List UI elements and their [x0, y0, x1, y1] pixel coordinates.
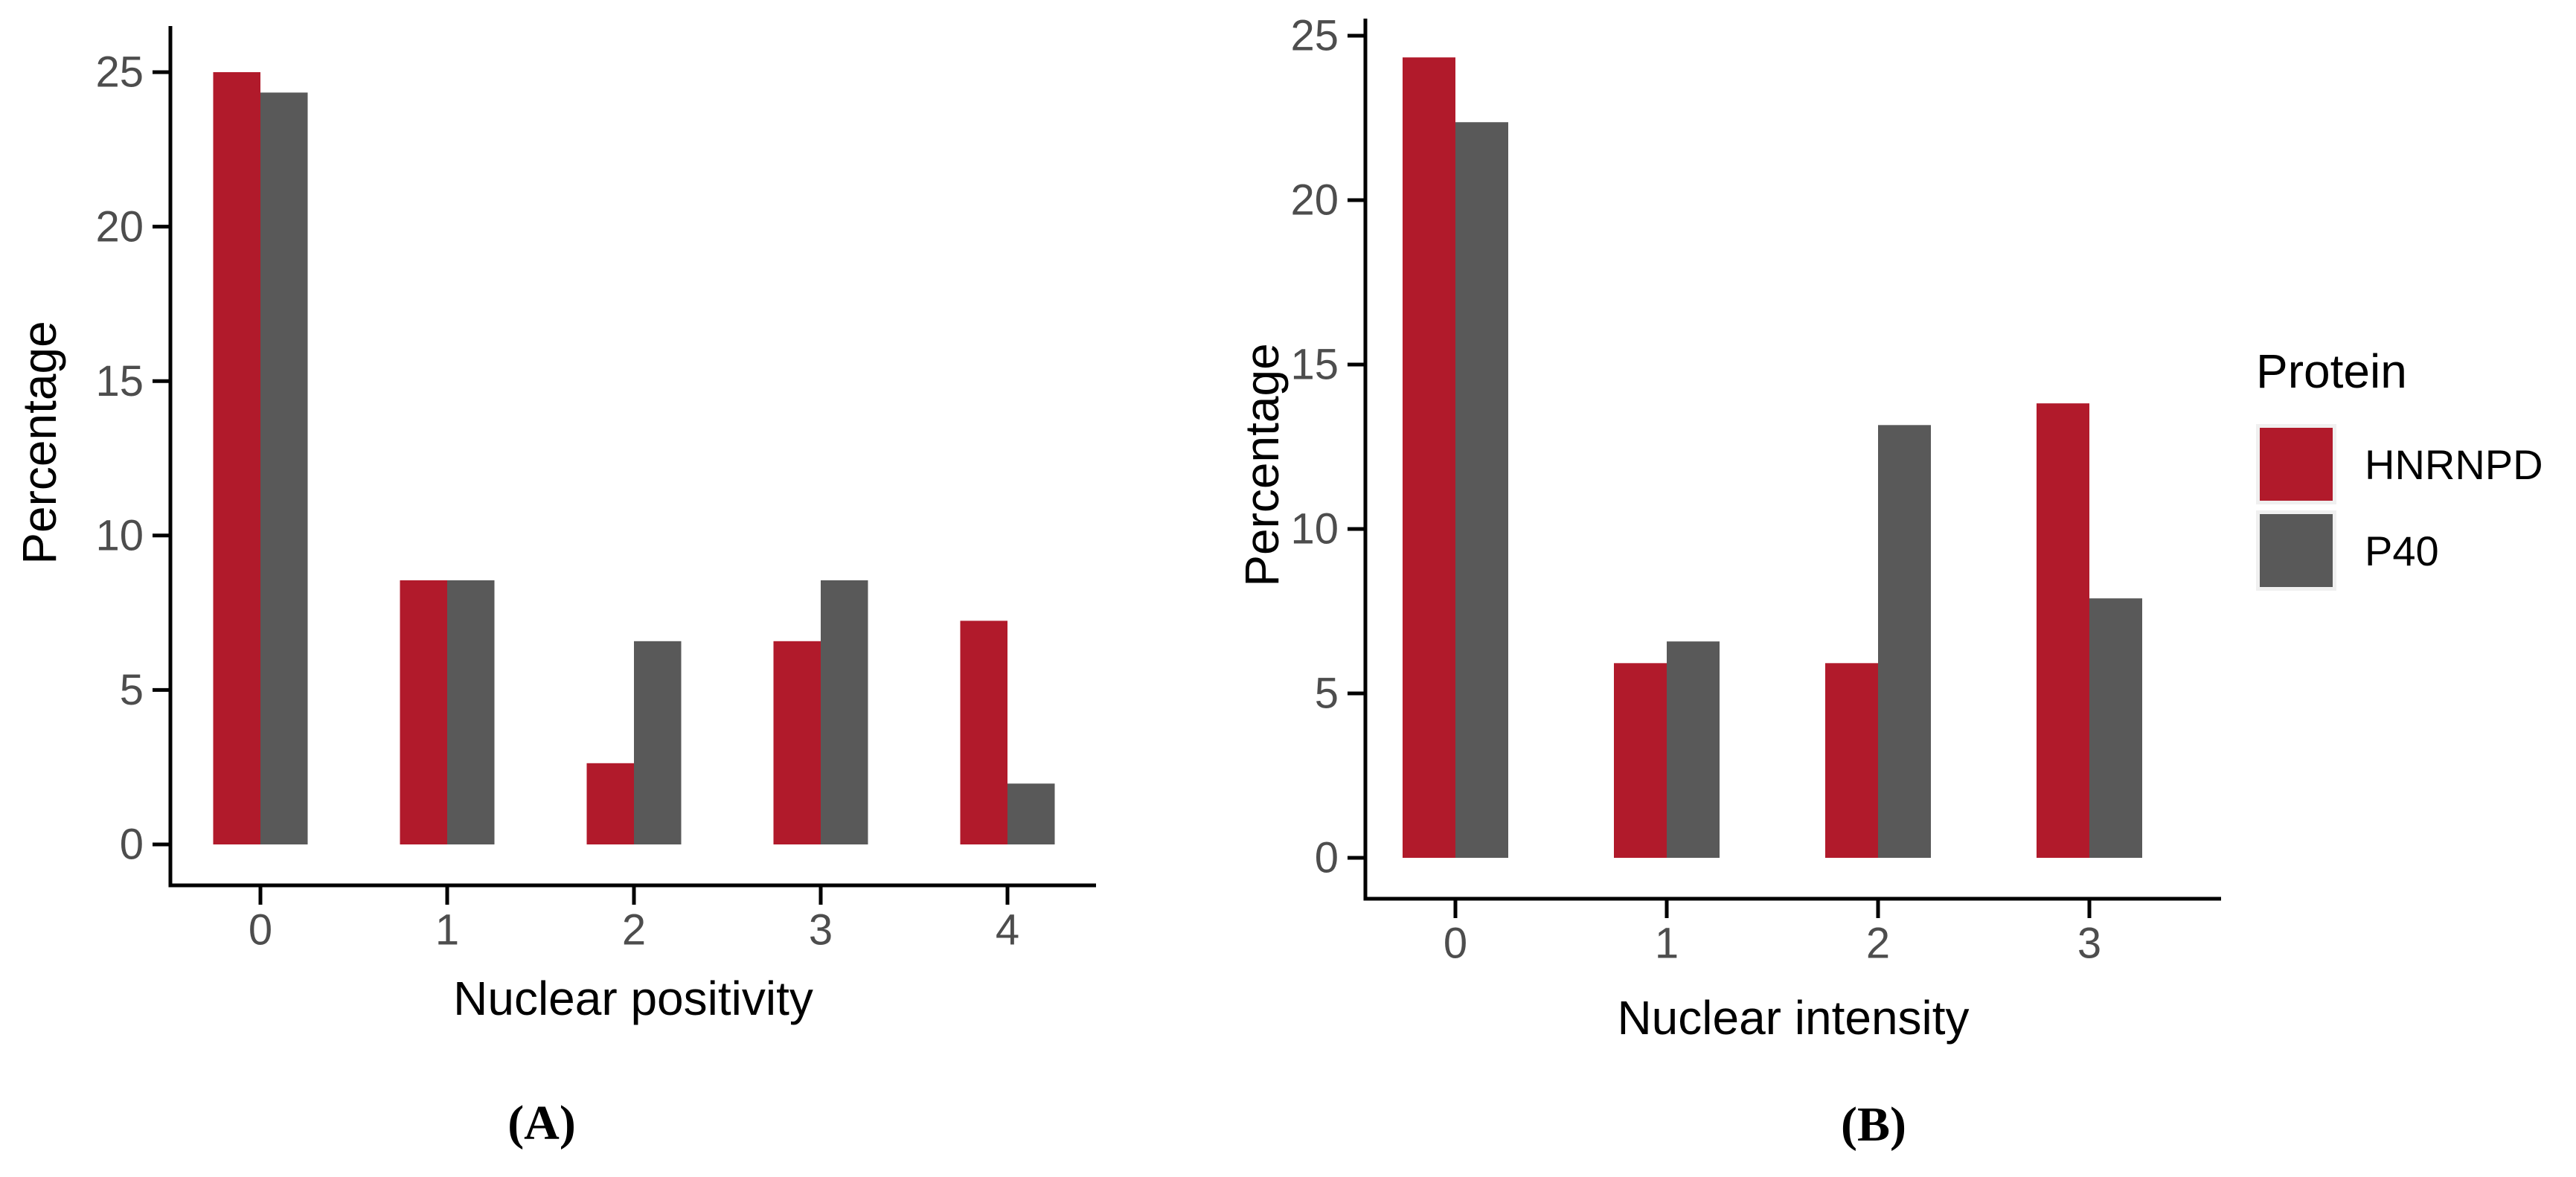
bar-hnrnpd-1	[400, 580, 447, 844]
y-tick-label-5: 5	[1315, 670, 1339, 718]
x-axis-title: Nuclear positivity	[453, 972, 813, 1025]
bar-hnrnpd-0	[213, 72, 260, 844]
hnrnpd-color-swatch	[2260, 428, 2333, 501]
y-axis-title: Percentage	[13, 321, 66, 564]
bar-p40-1	[447, 580, 495, 844]
bar-hnrnpd-1	[1614, 663, 1667, 858]
bar-hnrnpd-0	[1403, 57, 1455, 858]
bar-p40-3	[2089, 598, 2142, 858]
x-tick-label-1: 1	[1655, 920, 1679, 968]
y-tick-label-15: 15	[1290, 341, 1339, 389]
chart-b-panel: 0 5 10 15 20 25 0 1 2 3 Nuclear intensity Percentag…	[1235, 12, 2221, 1045]
bar-p40-1	[1667, 641, 1720, 858]
x-tick-label-2: 2	[622, 906, 646, 955]
y-tick-label-25: 25	[95, 48, 144, 97]
y-tick-label-20: 20	[1290, 176, 1339, 225]
bar-p40-2	[1878, 425, 1931, 858]
x-tick-label-4: 4	[996, 906, 1019, 955]
legend-label-hnrnpd: HNRNPD	[2365, 440, 2543, 488]
x-tick-label-2: 2	[1866, 920, 1890, 968]
bar-hnrnpd-2	[1825, 663, 1878, 858]
x-tick-label-1: 1	[435, 906, 459, 955]
bar-p40-3	[821, 580, 868, 844]
y-tick-label-5: 5	[120, 666, 144, 714]
y-tick-label-10: 10	[1290, 505, 1339, 554]
x-axis-title: Nuclear intensity	[1617, 991, 1969, 1045]
y-axis-title: Percentage	[1235, 343, 1289, 586]
caption-a: (A)	[507, 1096, 576, 1150]
legend-label-p40: P40	[2365, 527, 2439, 574]
x-tick-label-3: 3	[809, 906, 833, 955]
bar-p40-4	[1007, 783, 1055, 844]
x-tick-label-3: 3	[2077, 920, 2101, 968]
y-tick-label-0: 0	[120, 821, 144, 869]
bar-hnrnpd-3	[773, 641, 821, 844]
bar-hnrnpd-2	[586, 763, 634, 844]
legend-item-p40: P40	[2256, 510, 2543, 591]
bar-hnrnpd-4	[960, 620, 1007, 844]
chart-a-panel: 0 5 10 15 20 25 0 1 2 3 4 Nuclear positivity Percent…	[13, 26, 1096, 1025]
y-tick-label-0: 0	[1315, 834, 1339, 882]
p40-color-swatch	[2260, 514, 2333, 587]
legend-key-hnrnpd	[2256, 424, 2336, 504]
bar-p40-0	[260, 92, 308, 844]
legend-title: Protein	[2256, 344, 2407, 398]
caption-b: (B)	[1841, 1097, 1906, 1152]
bar-p40-0	[1455, 122, 1508, 859]
x-tick-label-0: 0	[1444, 920, 1467, 968]
x-tick-label-0: 0	[249, 906, 272, 955]
y-tick-label-15: 15	[95, 357, 144, 405]
y-tick-label-10: 10	[95, 512, 144, 560]
legend-key-p40	[2256, 510, 2336, 591]
y-tick-label-25: 25	[1290, 12, 1339, 60]
y-tick-label-20: 20	[95, 202, 144, 251]
legend-item-hnrnpd: HNRNPD	[2256, 424, 2543, 504]
bar-hnrnpd-3	[2037, 403, 2089, 858]
legend: Protein HNRNPD P40	[2256, 344, 2543, 597]
bar-p40-2	[634, 641, 682, 844]
